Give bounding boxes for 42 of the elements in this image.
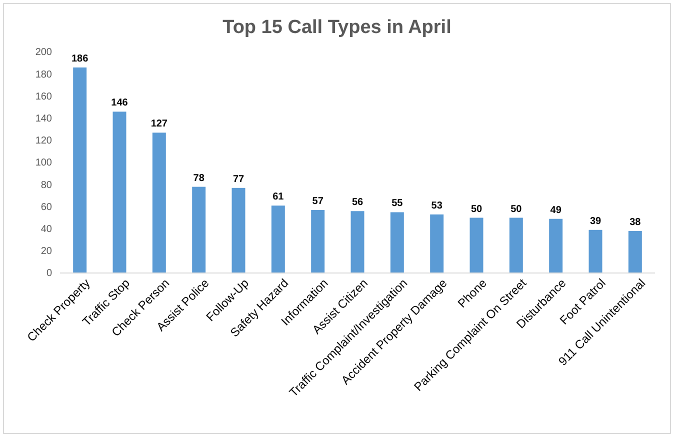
bar <box>271 206 285 273</box>
y-tick-label: 160 <box>35 91 52 102</box>
bar <box>509 218 523 273</box>
y-tick-label: 180 <box>35 69 52 80</box>
bar <box>232 188 246 273</box>
data-label: 56 <box>352 197 364 208</box>
data-label: 127 <box>150 118 168 130</box>
data-label: 186 <box>71 53 89 64</box>
data-label: 146 <box>111 98 128 109</box>
bar <box>549 218 563 273</box>
data-label: 77 <box>232 174 244 185</box>
bar <box>350 211 364 273</box>
y-tick-label: 120 <box>35 136 52 147</box>
bar <box>470 218 484 273</box>
bar <box>112 112 126 273</box>
y-tick-label: 20 <box>40 246 52 258</box>
data-label: 57 <box>312 196 324 208</box>
data-label: 61 <box>272 192 284 203</box>
y-tick-label: 40 <box>40 224 52 235</box>
chart-title: Top 15 Call Types in April <box>222 17 452 38</box>
y-tick-label: 100 <box>35 158 52 169</box>
bar <box>311 210 325 273</box>
bar <box>430 214 444 273</box>
y-tick-label: 60 <box>40 202 52 213</box>
data-label: 39 <box>590 216 602 227</box>
bar <box>588 230 602 273</box>
data-label: 78 <box>193 172 205 184</box>
bar <box>192 186 206 273</box>
bar <box>152 132 166 273</box>
bar <box>390 212 404 273</box>
bar <box>628 231 642 273</box>
data-label: 49 <box>550 204 562 216</box>
y-tick-label: 80 <box>40 180 52 191</box>
data-label: 50 <box>510 204 522 215</box>
bar <box>73 67 87 273</box>
data-label: 50 <box>470 204 482 215</box>
data-label: 55 <box>392 198 404 210</box>
data-label: 38 <box>630 217 642 228</box>
y-tick-label: 0 <box>46 268 52 280</box>
y-tick-label: 200 <box>35 47 52 58</box>
data-label: 53 <box>431 200 443 212</box>
y-tick-label: 140 <box>35 114 52 124</box>
